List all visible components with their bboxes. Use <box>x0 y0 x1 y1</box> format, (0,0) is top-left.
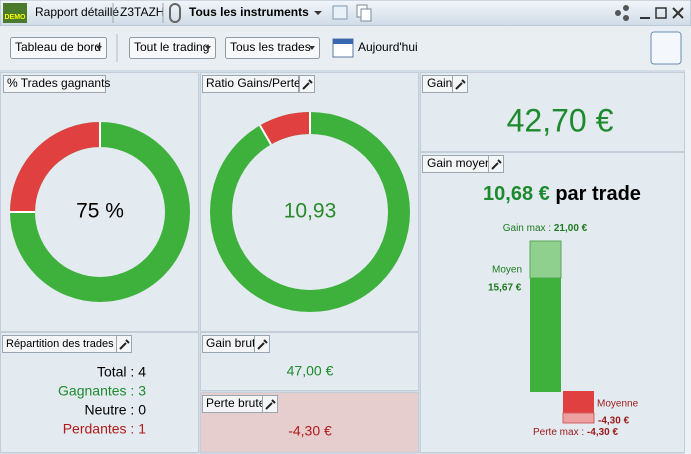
panel-title: Gain moyen <box>427 156 492 170</box>
account-label[interactable]: Z3TAZH <box>120 5 164 19</box>
demo-label: DEMO <box>5 14 27 21</box>
panel-header <box>3 75 106 93</box>
share-icon[interactable] <box>623 5 629 11</box>
max-loss-label: Perte max : <box>533 427 584 438</box>
dropdown-arrow <box>205 46 211 50</box>
donut-loss <box>10 122 100 212</box>
link-icon[interactable] <box>169 3 181 23</box>
close-button[interactable] <box>672 7 684 19</box>
settings-icon[interactable] <box>650 31 682 65</box>
date-label[interactable]: Aujourd'hui <box>358 40 418 54</box>
max-gain-line: Gain max : 21,00 € <box>503 223 588 234</box>
view-label: Tableau de bord <box>15 40 101 54</box>
max-gain-bar <box>529 240 562 279</box>
panel-header <box>202 75 299 93</box>
trades-label: Tous les trades <box>230 40 311 54</box>
avg-loss-bar <box>563 391 594 413</box>
gross-loss-value: -4,30 € <box>288 423 332 439</box>
avg-label: Moyen <box>492 265 522 276</box>
calendar-icon <box>333 39 353 44</box>
donut-gap <box>10 122 101 213</box>
wrench-icon <box>119 339 130 350</box>
ratio-value: 10,93 <box>284 200 337 223</box>
panel-title: % Trades gagnants <box>7 76 110 90</box>
panel-title: Gain brut <box>206 336 256 350</box>
panel-title: Ratio Gains/Pertes <box>206 76 307 90</box>
maximize-button[interactable] <box>655 7 667 19</box>
gross-gain-value: 47,00 € <box>287 363 334 379</box>
neutral-row: Neutre : 0 <box>85 402 147 418</box>
losing-row: Perdantes : 1 <box>63 421 146 437</box>
avg-gain-value: 10,68 € <box>483 183 550 205</box>
max-gain-value: 21,00 € <box>554 223 588 234</box>
trading-dropdown[interactable] <box>129 37 216 59</box>
win-rate-value: 75 % <box>76 200 124 223</box>
avg-loss-label: Moyenne <box>597 399 639 410</box>
panel-title: Répartition des trades <box>6 338 114 350</box>
wrench-icon <box>265 399 276 410</box>
copy-icon[interactable] <box>360 8 372 22</box>
image-icon[interactable] <box>332 5 348 20</box>
max-loss-line: Perte max : -4,30 € <box>533 427 618 438</box>
wrench-icon <box>257 339 268 350</box>
instrument-selector[interactable]: Tous les instruments <box>189 5 309 19</box>
avg-loss-value: -4,30 € <box>598 416 630 427</box>
max-loss-bar <box>562 412 595 424</box>
dropdown-arrow <box>309 46 315 50</box>
report-label: Rapport détaillé <box>35 5 119 19</box>
panel-title: Perte brute <box>206 396 266 410</box>
avg-value: 15,67 € <box>488 283 522 294</box>
avg-gain-bar <box>530 278 561 392</box>
wrench-icon <box>455 79 466 90</box>
trades-dropdown[interactable] <box>225 37 320 59</box>
share-icon <box>623 15 629 21</box>
donut-losses <box>260 112 310 145</box>
share-icon <box>615 10 621 16</box>
scrollbar[interactable] <box>685 70 691 454</box>
winning-row: Gagnantes : 3 <box>58 383 146 399</box>
wrench-icon <box>491 159 502 170</box>
total-row: Total : 4 <box>97 364 146 380</box>
gain-value: 42,70 € <box>507 102 614 138</box>
dropdown-arrow <box>314 11 322 15</box>
panel-title: Gain <box>427 76 452 90</box>
avg-gain-line: 10,68 € par trade <box>483 183 641 205</box>
demo-icon <box>3 3 27 23</box>
dropdown-arrow <box>96 46 102 50</box>
view-dropdown[interactable] <box>10 37 107 59</box>
trading-label: Tout le trading <box>134 40 209 54</box>
max-loss-value: -4,30 € <box>587 427 619 438</box>
donut-gap <box>259 112 311 145</box>
max-gain-label: Gain max : <box>503 223 551 234</box>
wrench-icon <box>302 79 313 90</box>
avg-gain-suffix: par trade <box>555 183 641 205</box>
